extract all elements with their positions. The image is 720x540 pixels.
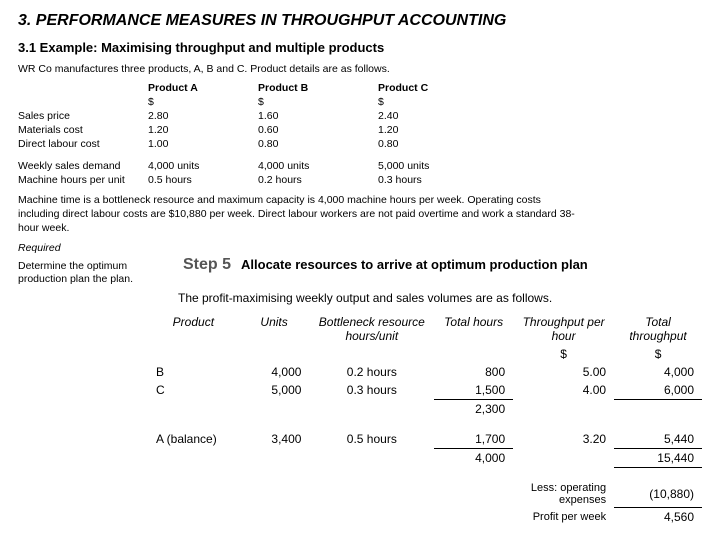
row-label: Sales price (18, 109, 148, 123)
cell: 1,700 (434, 430, 513, 449)
cell: 1,500 (434, 381, 513, 400)
total-hours: 4,000 (434, 448, 513, 467)
row-label: Materials cost (18, 123, 148, 137)
col-header-a: Product A (148, 81, 258, 95)
currency: $ (614, 345, 702, 363)
plan-col-tph: Throughput per hour (513, 313, 614, 345)
currency-c: $ (378, 95, 488, 109)
production-plan-table: Product Units Bottleneck resource hours/… (148, 313, 702, 527)
cell: 0.2 hours (258, 173, 378, 187)
total-throughput: 15,440 (614, 448, 702, 467)
currency-a: $ (148, 95, 258, 109)
cell: A (balance) (148, 430, 239, 449)
cell: 5,000 (239, 381, 310, 400)
table-row: Machine hours per unit 0.5 hours 0.2 hou… (18, 173, 488, 187)
less-value: (10,880) (614, 480, 702, 508)
intro-text: WR Co manufactures three products, A, B … (18, 63, 702, 75)
cell: 4.00 (513, 381, 614, 400)
cell: 0.3 hours (309, 381, 434, 400)
plan-row-balance: A (balance) 3,400 0.5 hours 1,700 3.20 5… (148, 430, 702, 449)
cell: 1.00 (148, 137, 258, 151)
plan-totals: 4,000 15,440 (148, 448, 702, 467)
cell: 2.80 (148, 109, 258, 123)
plan-row: B 4,000 0.2 hours 800 5.00 4,000 (148, 363, 702, 381)
cell: 0.3 hours (378, 173, 488, 187)
page-title: 3. PERFORMANCE MEASURES IN THROUGHPUT AC… (18, 12, 702, 30)
cell: 4,000 units (148, 159, 258, 173)
cell: 1.60 (258, 109, 378, 123)
profit-value: 4,560 (614, 508, 702, 527)
required-label: Required (18, 242, 702, 254)
product-details-table: Product A Product B Product C $ $ $ Sale… (18, 81, 488, 187)
cell: 4,000 (614, 363, 702, 381)
cell: 5.00 (513, 363, 614, 381)
plan-row: C 5,000 0.3 hours 1,500 4.00 6,000 (148, 381, 702, 400)
cell: 0.80 (258, 137, 378, 151)
table-row: Materials cost 1.20 0.60 1.20 (18, 123, 488, 137)
row-label: Weekly sales demand (18, 159, 148, 173)
cell: 800 (434, 363, 513, 381)
cell: 2.40 (378, 109, 488, 123)
step-number: Step 5 (183, 256, 231, 274)
cell: 0.80 (378, 137, 488, 151)
col-header-b: Product B (258, 81, 378, 95)
less-label: Less: operating expenses (513, 480, 614, 508)
plan-col-totalhours: Total hours (434, 313, 513, 345)
cell: 0.60 (258, 123, 378, 137)
currency-b: $ (258, 95, 378, 109)
plan-subtotal: 2,300 (148, 399, 702, 418)
plan-col-units: Units (239, 313, 310, 345)
cell: C (148, 381, 239, 400)
table-row: Weekly sales demand 4,000 units 4,000 un… (18, 159, 488, 173)
less-row: Less: operating expenses (10,880) (148, 480, 702, 508)
plan-col-bottleneck: Bottleneck resource hours/unit (309, 313, 434, 345)
cell: 0.2 hours (309, 363, 434, 381)
row-label: Machine hours per unit (18, 173, 148, 187)
step-description: The profit-maximising weekly output and … (178, 291, 702, 305)
currency: $ (513, 345, 614, 363)
plan-col-tt: Total throughput (614, 313, 702, 345)
cell: 5,440 (614, 430, 702, 449)
table-row: Sales price 2.80 1.60 2.40 (18, 109, 488, 123)
plan-col-product: Product (148, 313, 239, 345)
cell: 1.20 (378, 123, 488, 137)
example-heading: 3.1 Example: Maximising throughput and m… (18, 40, 702, 55)
subtotal-hours: 2,300 (434, 399, 513, 418)
profit-label: Profit per week (513, 508, 614, 527)
cell: 4,000 units (258, 159, 378, 173)
cell: 6,000 (614, 381, 702, 400)
profit-row: Profit per week 4,560 (148, 508, 702, 527)
col-header-c: Product C (378, 81, 488, 95)
cell: 3,400 (239, 430, 310, 449)
row-label: Direct labour cost (18, 137, 148, 151)
table-row: Direct labour cost 1.00 0.80 0.80 (18, 137, 488, 151)
cell: 0.5 hours (148, 173, 258, 187)
cell: 0.5 hours (309, 430, 434, 449)
cell: 3.20 (513, 430, 614, 449)
cell: B (148, 363, 239, 381)
determine-text: Determine the optimum production plan th… (18, 260, 173, 287)
cell: 1.20 (148, 123, 258, 137)
cell: 4,000 (239, 363, 310, 381)
cell: 5,000 units (378, 159, 488, 173)
note-text: Machine time is a bottleneck resource an… (18, 193, 578, 236)
step-title: Allocate resources to arrive at optimum … (241, 257, 588, 272)
